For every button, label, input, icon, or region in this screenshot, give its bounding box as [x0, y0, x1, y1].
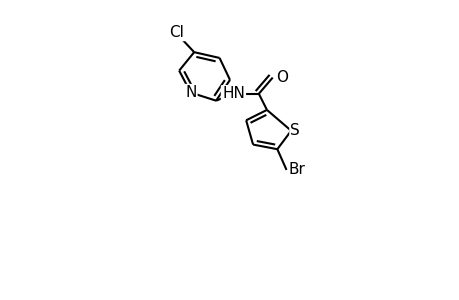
- Text: N: N: [185, 85, 196, 100]
- Text: S: S: [290, 123, 300, 138]
- Text: Br: Br: [288, 163, 305, 178]
- Text: HN: HN: [222, 86, 244, 101]
- Text: Cl: Cl: [169, 25, 184, 40]
- Text: O: O: [275, 70, 287, 85]
